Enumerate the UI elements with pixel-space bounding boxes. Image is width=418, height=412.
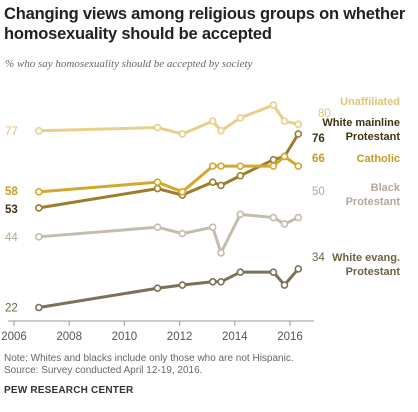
x-axis: 2006 2008 2010 2012 2014 2016 bbox=[1, 321, 303, 343]
data-point bbox=[280, 152, 289, 161]
x-tick-label: 2006 bbox=[1, 331, 27, 343]
x-tick-label: 2014 bbox=[222, 331, 248, 343]
data-point bbox=[236, 171, 245, 180]
data-point bbox=[153, 223, 162, 231]
data-point bbox=[153, 123, 162, 132]
series-line bbox=[38, 212, 299, 255]
end-value-label: 34 bbox=[312, 252, 325, 264]
start-value-label: 58 bbox=[5, 186, 18, 198]
data-point bbox=[208, 277, 217, 286]
series-name-label: White mainline bbox=[322, 117, 400, 129]
data-point bbox=[217, 249, 225, 257]
series-labels: 77 80 Unaffiliated 53 76 White mainline Protes… bbox=[5, 96, 401, 315]
series-name-label: Black bbox=[371, 182, 401, 194]
data-point bbox=[153, 184, 162, 193]
start-value-label: 44 bbox=[5, 232, 18, 244]
end-value-label: 50 bbox=[312, 186, 325, 198]
data-point bbox=[35, 303, 43, 312]
data-point bbox=[294, 130, 303, 138]
source-note: Source: Survey conducted April 12-19, 20… bbox=[4, 365, 203, 376]
series-black-protestant bbox=[35, 210, 303, 257]
data-point bbox=[35, 204, 43, 212]
data-point bbox=[269, 213, 278, 222]
data-point bbox=[269, 101, 278, 109]
series-name-label: Protestant bbox=[346, 266, 401, 278]
data-point bbox=[294, 265, 303, 273]
data-point bbox=[178, 188, 187, 196]
chart-subtitle: % who say homosexuality should be accept… bbox=[5, 58, 253, 70]
data-point bbox=[217, 277, 225, 286]
data-point bbox=[153, 284, 162, 293]
x-tick-label: 2008 bbox=[56, 331, 82, 343]
data-point bbox=[269, 162, 278, 170]
data-point bbox=[208, 178, 217, 186]
data-point bbox=[280, 281, 289, 289]
data-point bbox=[35, 188, 43, 196]
data-point bbox=[217, 126, 225, 135]
series-name-label: Catholic bbox=[357, 153, 400, 165]
x-tick-label: 2012 bbox=[167, 331, 193, 343]
data-point bbox=[153, 178, 162, 186]
data-point bbox=[280, 117, 289, 125]
data-point bbox=[236, 114, 245, 122]
data-point bbox=[236, 268, 245, 276]
series-line bbox=[38, 103, 299, 136]
data-point bbox=[269, 155, 278, 164]
data-point bbox=[208, 117, 217, 125]
data-point bbox=[178, 229, 187, 238]
footnote: Note: Whites and blacks include only tho… bbox=[4, 353, 294, 364]
series-line bbox=[38, 154, 300, 194]
data-point bbox=[35, 233, 43, 241]
series-name-label: Unaffiliated bbox=[340, 96, 400, 108]
data-point bbox=[294, 162, 303, 170]
data-point bbox=[236, 210, 245, 219]
data-point bbox=[208, 223, 217, 231]
series-name-label: Protestant bbox=[346, 196, 401, 208]
start-value-label: 53 bbox=[5, 204, 18, 216]
series-line bbox=[38, 267, 300, 309]
data-point bbox=[35, 126, 43, 135]
series-unaffiliated bbox=[35, 101, 303, 138]
series-name-label: Protestant bbox=[346, 131, 401, 143]
data-point bbox=[294, 213, 303, 222]
organization-credit: PEW RESEARCH CENTER bbox=[4, 385, 134, 396]
x-tick-label: 2016 bbox=[277, 331, 303, 343]
data-point bbox=[178, 281, 187, 289]
series-lines bbox=[35, 101, 303, 312]
x-tick-label: 2010 bbox=[112, 331, 138, 343]
data-point bbox=[178, 130, 187, 138]
data-point bbox=[208, 162, 217, 170]
data-point bbox=[294, 120, 303, 129]
end-value-label: 76 bbox=[312, 133, 325, 145]
data-point bbox=[217, 181, 225, 190]
end-value-label: 80 bbox=[318, 108, 331, 120]
data-point bbox=[236, 162, 245, 170]
end-value-label: 66 bbox=[312, 153, 325, 165]
data-point bbox=[269, 268, 278, 276]
series-catholic bbox=[35, 152, 303, 196]
data-point bbox=[217, 162, 225, 170]
series-line bbox=[38, 133, 300, 210]
series-white-evang-protestant bbox=[35, 265, 303, 312]
chart-title: Changing views among religious groups on… bbox=[4, 5, 406, 43]
data-point bbox=[280, 220, 289, 228]
start-value-label: 22 bbox=[5, 303, 18, 315]
series-white-mainline-protestant bbox=[35, 130, 303, 212]
series-name-label: White evang. bbox=[332, 252, 400, 264]
start-value-label: 77 bbox=[5, 126, 18, 138]
